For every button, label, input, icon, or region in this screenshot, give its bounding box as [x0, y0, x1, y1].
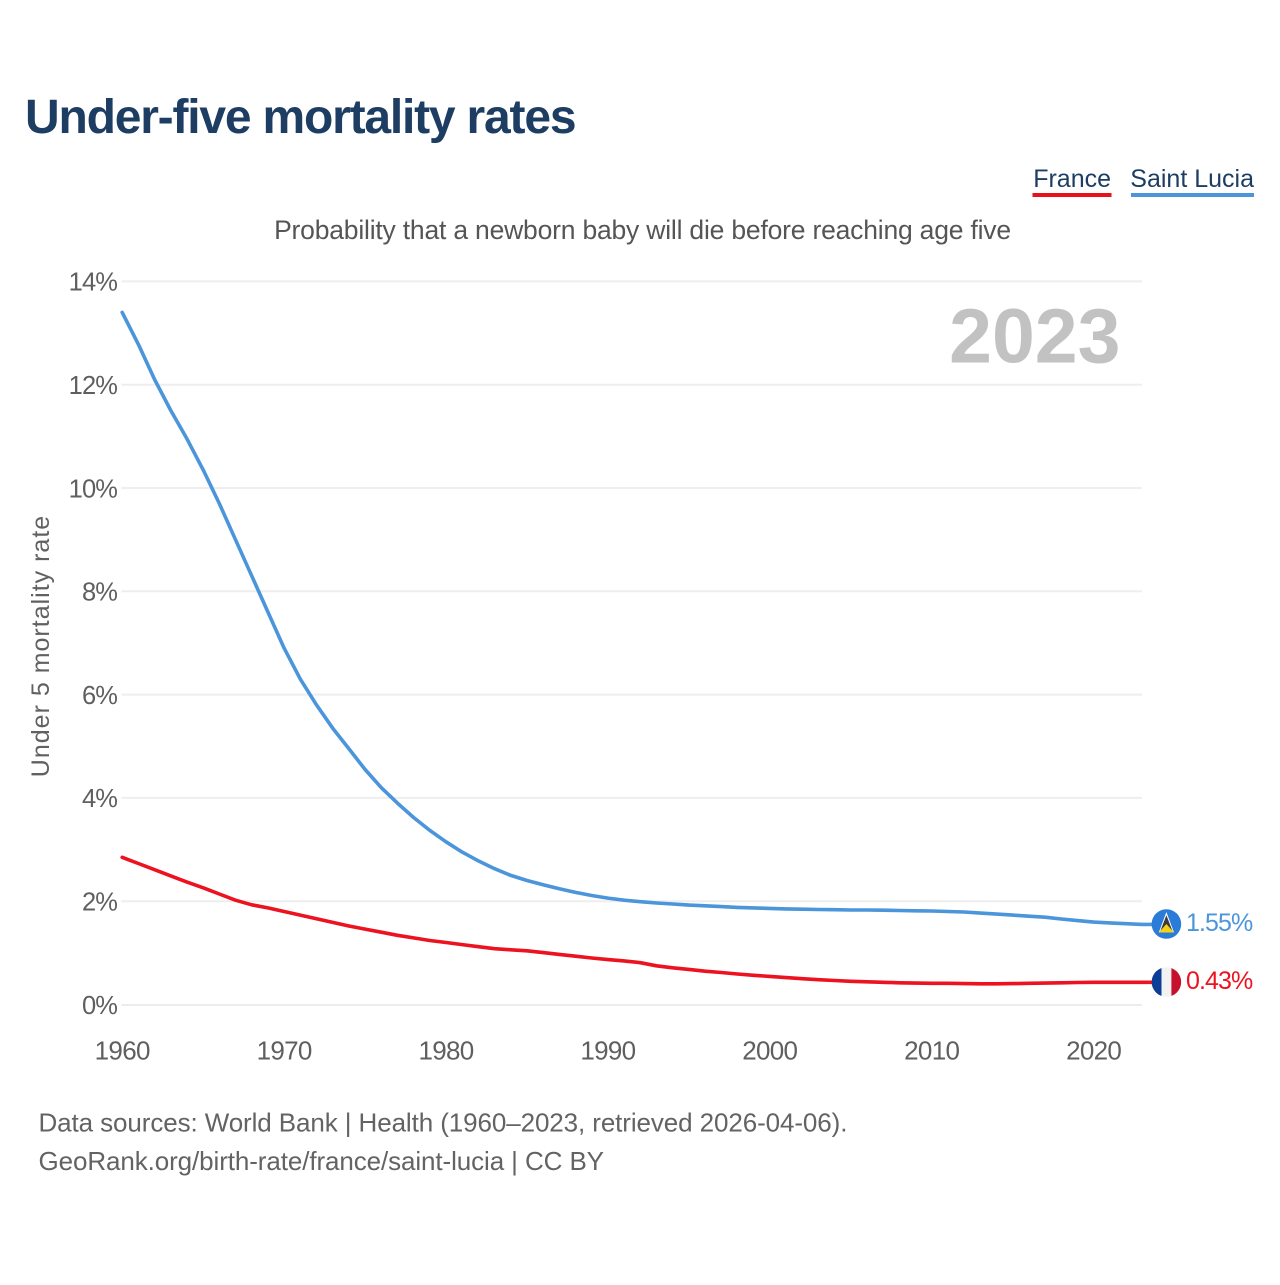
svg-text:2023: 2023: [949, 294, 1120, 380]
svg-text:1960: 1960: [95, 1036, 150, 1066]
svg-text:GeoRank.org/birth-rate/france/: GeoRank.org/birth-rate/france/saint-luci…: [39, 1146, 604, 1176]
svg-text:Under 5 mortality rate: Under 5 mortality rate: [27, 515, 55, 777]
svg-text:0.43%: 0.43%: [1186, 967, 1253, 995]
svg-text:1990: 1990: [580, 1036, 635, 1066]
svg-text:10%: 10%: [69, 475, 118, 503]
svg-text:2%: 2%: [82, 889, 117, 917]
svg-text:2020: 2020: [1066, 1036, 1121, 1066]
svg-text:14%: 14%: [69, 269, 118, 297]
svg-text:1980: 1980: [418, 1036, 473, 1066]
svg-text:6%: 6%: [82, 682, 117, 710]
svg-text:8%: 8%: [82, 579, 117, 607]
svg-text:Probability that a newborn bab: Probability that a newborn baby will die…: [274, 215, 1011, 245]
svg-text:Under-five mortality rates: Under-five mortality rates: [25, 91, 575, 144]
svg-text:1970: 1970: [257, 1036, 312, 1066]
svg-text:2000: 2000: [742, 1036, 797, 1066]
svg-text:12%: 12%: [69, 372, 118, 400]
svg-text:0%: 0%: [82, 992, 117, 1020]
svg-text:Saint Lucia: Saint Lucia: [1130, 165, 1254, 193]
svg-text:Data sources: World Bank | Hea: Data sources: World Bank | Health (1960–…: [39, 1108, 848, 1138]
svg-text:2010: 2010: [904, 1036, 959, 1066]
svg-text:1.55%: 1.55%: [1186, 909, 1253, 937]
svg-text:4%: 4%: [82, 785, 117, 813]
svg-text:France: France: [1033, 165, 1111, 193]
